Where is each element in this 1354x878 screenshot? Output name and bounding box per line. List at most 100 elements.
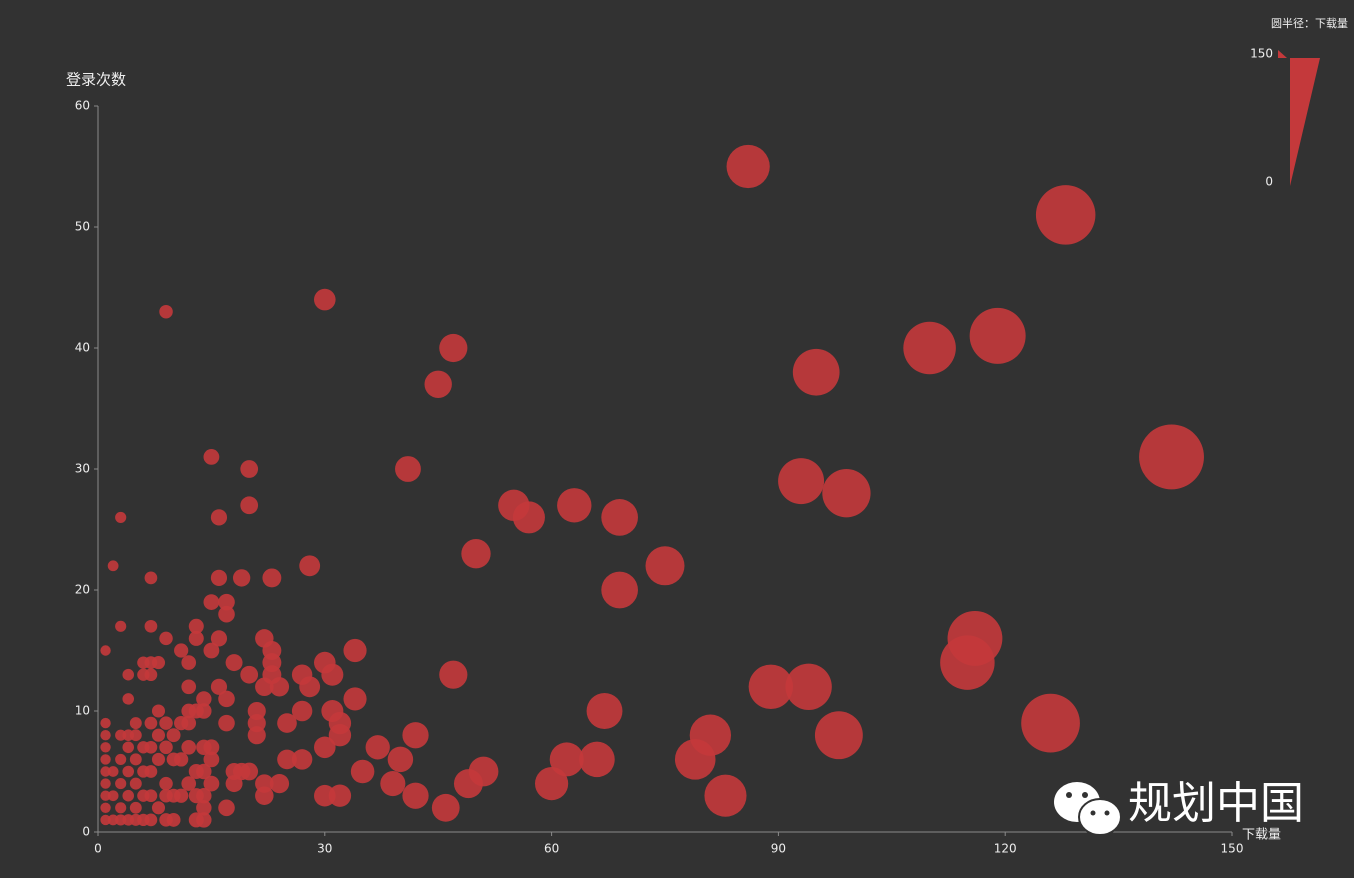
bubble [1139,424,1204,490]
bubble [144,619,158,633]
bubble [402,782,429,809]
bubble [704,774,747,817]
bubble [107,790,119,802]
bubble [181,679,197,695]
bubble [159,740,173,755]
bubble [100,645,111,656]
x-tick-label: 0 [94,842,102,856]
bubble [122,693,135,705]
bubble [240,460,259,478]
bubble [232,569,251,587]
bubble [174,643,189,658]
bubble [314,736,336,759]
bubble [196,691,212,707]
bubble [174,715,189,731]
bubble [129,753,142,766]
bubble [601,571,638,609]
bubble [166,752,181,767]
bubble [100,814,111,826]
bubble [210,509,228,526]
bubble [218,593,235,611]
bubble [262,568,282,588]
bubble [218,605,235,623]
bubble [166,728,181,743]
x-tick-label: 90 [771,842,786,856]
size-legend-handle [1278,50,1287,58]
y-tick-label: 10 [75,704,90,718]
bubble-series [100,144,1204,828]
bubble [748,664,794,710]
bubble [549,742,584,777]
bubble [100,730,111,741]
wechat-logo [1054,782,1122,836]
bubble [115,729,127,741]
bubble [778,458,825,505]
bubble [402,722,429,749]
bubble [814,711,863,760]
y-tick-label: 0 [82,825,90,839]
bubble [218,714,235,732]
bubble [674,739,716,780]
bubble [203,751,220,768]
bubble [115,814,127,826]
bubble [218,690,235,708]
y-tick-label: 20 [75,583,90,597]
bubble [822,469,871,518]
bubble [196,739,212,756]
bubble [314,651,336,674]
bubble [159,304,173,319]
y-tick-label: 60 [75,99,90,113]
bubble [115,802,127,814]
bubble [240,496,259,515]
bubble [314,288,336,311]
bubble [579,741,615,778]
bubble [277,713,297,733]
bubble [107,814,119,826]
bubble [144,716,158,730]
bubble [210,569,228,586]
bubble [188,763,204,780]
bubble [291,749,313,770]
bubble [461,539,491,569]
bubble [343,638,367,663]
bubble [100,766,111,777]
y-axis-title: 登录次数 [66,71,126,89]
bubble [188,618,204,634]
bubble [424,370,452,398]
bubble [940,635,995,690]
bubble [100,790,111,801]
bubble [785,663,832,710]
bubble [395,456,421,482]
bubble [291,664,313,685]
bubble [100,754,111,765]
bubble [1035,185,1096,245]
bubble [100,802,111,813]
bubble [129,801,142,814]
bubble [225,763,243,780]
bubble [557,488,592,523]
bubble [115,753,127,765]
bubble [196,800,212,816]
bubble [1021,693,1080,753]
bubble [129,777,142,790]
size-legend-wedge [1290,58,1320,186]
bubble [255,629,274,648]
bubble [181,703,197,719]
bubble [380,771,406,797]
bubble [122,789,135,802]
bubble [115,511,127,523]
bubble [100,742,111,753]
bubble [203,642,220,659]
bubble [115,620,127,632]
bubble [159,788,173,803]
bubble [107,766,119,777]
bubble [269,773,290,794]
bubble [247,726,266,745]
bubble [115,778,127,790]
bubble [535,767,569,801]
bubble [137,656,150,669]
bubble [225,775,243,793]
watermark: 规划中国 [1128,778,1304,829]
